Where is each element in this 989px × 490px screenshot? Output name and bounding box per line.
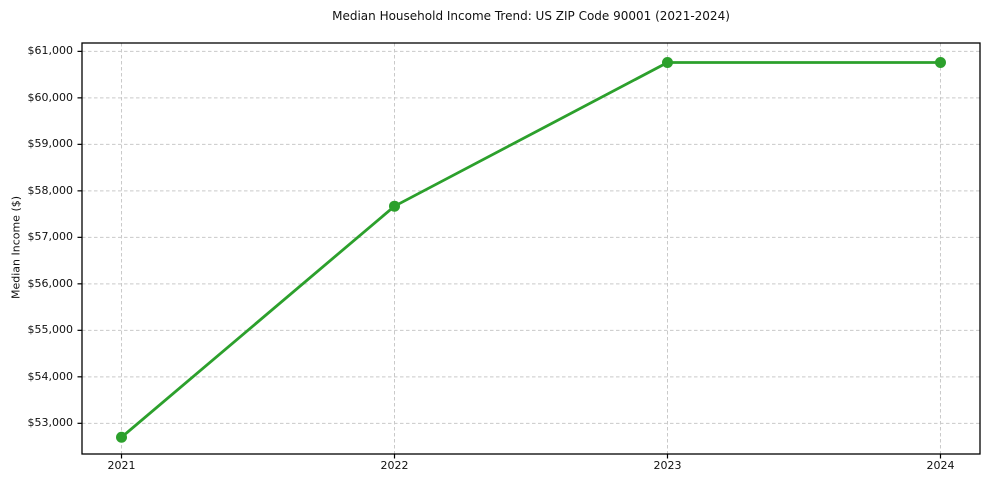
y-tick-label: $54,000 [27, 369, 74, 383]
axis-ticks [77, 50, 942, 459]
y-tick-label: $53,000 [27, 416, 74, 430]
y-tick-label: $58,000 [27, 183, 74, 197]
data-point [116, 431, 128, 443]
chart-title: Median Household Income Trend: US ZIP Co… [332, 9, 730, 23]
x-tick-label: 2022 [380, 459, 409, 472]
data-point [389, 200, 401, 212]
y-tick-label: $60,000 [27, 90, 74, 104]
y-tick-label: $57,000 [27, 230, 74, 244]
y-tick-label: $55,000 [27, 323, 74, 337]
y-tick-label: $56,000 [27, 276, 74, 290]
gridlines [82, 43, 980, 454]
data-point [661, 57, 673, 69]
data-point [934, 57, 946, 69]
x-tick-label: 2023 [653, 459, 682, 472]
plot-border [81, 42, 981, 455]
line-series [116, 57, 946, 443]
series-line [120, 61, 942, 439]
y-tick-label: $61,000 [27, 44, 74, 58]
x-tick-label: 2021 [107, 459, 136, 472]
y-tick-label: $59,000 [27, 137, 74, 151]
x-tick-label: 2024 [926, 459, 955, 472]
